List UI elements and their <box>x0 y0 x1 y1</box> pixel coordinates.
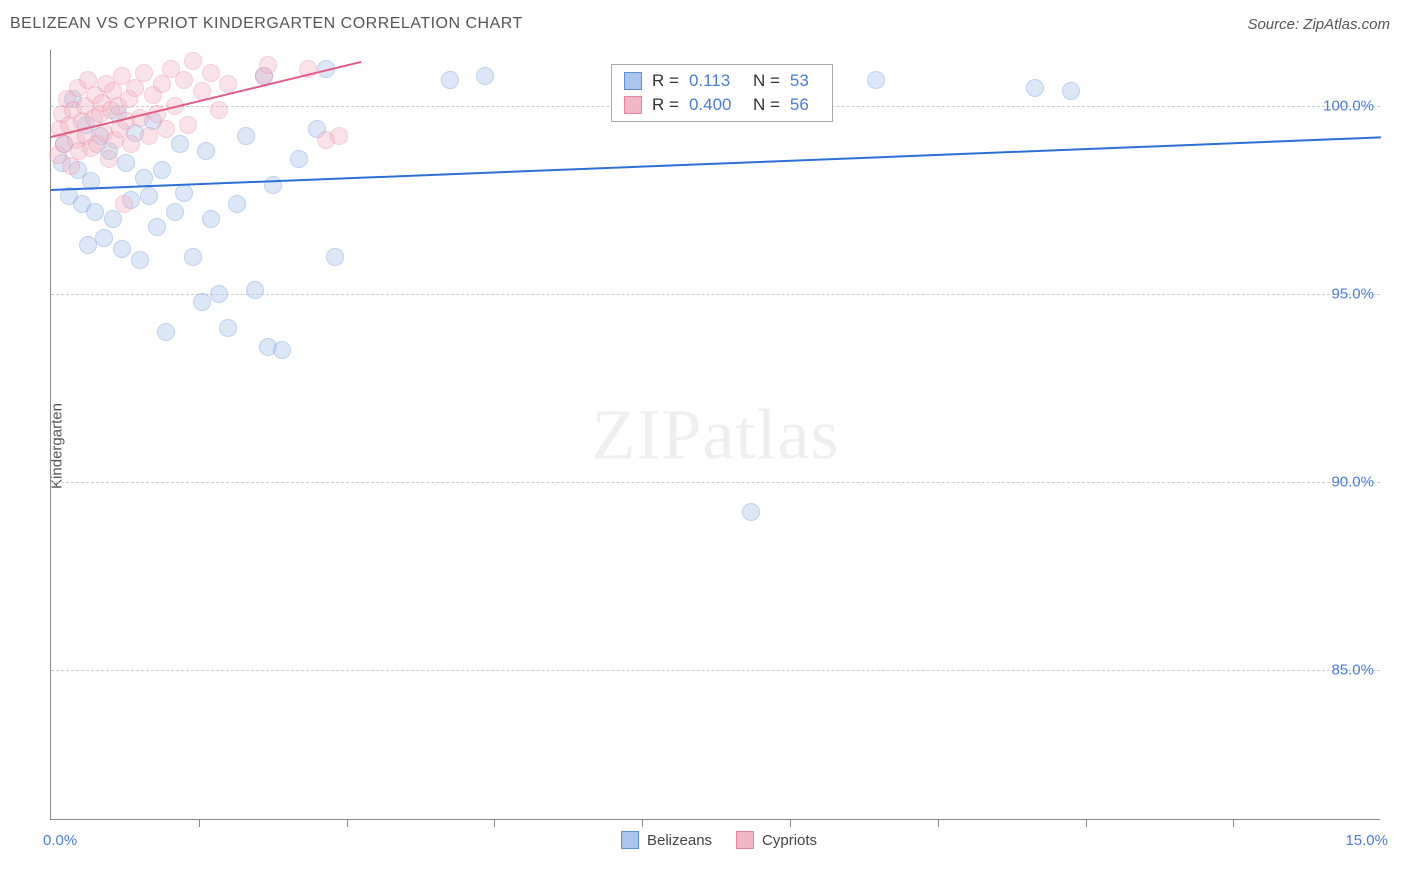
legend-label: Cypriots <box>762 832 817 849</box>
data-point <box>290 150 308 168</box>
data-point <box>219 75 237 93</box>
legend-item: Belizeans <box>621 831 712 849</box>
data-point <box>210 101 228 119</box>
x-label-min: 0.0% <box>43 832 77 849</box>
data-point <box>175 184 193 202</box>
stats-n-label: N = <box>753 95 780 115</box>
legend: Belizeans Cypriots <box>621 831 817 849</box>
stats-r-value: 0.400 <box>689 95 743 115</box>
stats-n-value: 53 <box>790 71 820 91</box>
data-point <box>148 218 166 236</box>
x-tick <box>642 819 643 827</box>
chart-title: BELIZEAN VS CYPRIOT KINDERGARTEN CORRELA… <box>10 15 523 33</box>
stats-n-label: N = <box>753 71 780 91</box>
data-point <box>219 319 237 337</box>
stats-box: R = 0.113 N = 53 R = 0.400 N = 56 <box>611 64 833 122</box>
data-point <box>246 281 264 299</box>
data-point <box>184 248 202 266</box>
data-point <box>157 120 175 138</box>
stats-r-label: R = <box>652 71 679 91</box>
gridline <box>51 670 1380 671</box>
x-tick <box>1233 819 1234 827</box>
x-tick <box>1086 819 1087 827</box>
x-tick <box>938 819 939 827</box>
data-point <box>171 135 189 153</box>
legend-item: Cypriots <box>736 831 817 849</box>
data-point <box>153 161 171 179</box>
stats-r-label: R = <box>652 95 679 115</box>
x-tick <box>347 819 348 827</box>
data-point <box>135 169 153 187</box>
series-swatch <box>624 96 642 114</box>
trend-line <box>51 136 1381 191</box>
data-point <box>441 71 459 89</box>
data-point <box>115 195 133 213</box>
data-point <box>1026 79 1044 97</box>
data-point <box>95 229 113 247</box>
data-point <box>210 285 228 303</box>
y-tick-label: 100.0% <box>1323 98 1374 115</box>
data-point <box>86 203 104 221</box>
x-label-max: 15.0% <box>1345 832 1388 849</box>
chart-header: BELIZEAN VS CYPRIOT KINDERGARTEN CORRELA… <box>0 0 1406 40</box>
data-point <box>140 187 158 205</box>
data-point <box>117 154 135 172</box>
data-point <box>1062 82 1080 100</box>
legend-swatch <box>621 831 639 849</box>
series-swatch <box>624 72 642 90</box>
plot-area: ZIPatlas 85.0%90.0%95.0%100.0%0.0%15.0%R… <box>50 50 1380 820</box>
data-point <box>157 323 175 341</box>
data-point <box>237 127 255 145</box>
data-point <box>202 210 220 228</box>
data-point <box>330 127 348 145</box>
data-point <box>264 176 282 194</box>
y-tick-label: 85.0% <box>1331 661 1374 678</box>
data-point <box>193 293 211 311</box>
x-tick <box>199 819 200 827</box>
watermark: ZIPatlas <box>592 393 840 476</box>
data-point <box>867 71 885 89</box>
data-point <box>113 240 131 258</box>
legend-label: Belizeans <box>647 832 712 849</box>
data-point <box>228 195 246 213</box>
data-point <box>100 150 118 168</box>
stats-row: R = 0.113 N = 53 <box>624 69 820 93</box>
y-tick-label: 90.0% <box>1331 473 1374 490</box>
stats-n-value: 56 <box>790 95 820 115</box>
data-point <box>104 210 122 228</box>
gridline <box>51 482 1380 483</box>
data-point <box>326 248 344 266</box>
legend-swatch <box>736 831 754 849</box>
data-point <box>131 251 149 269</box>
data-point <box>476 67 494 85</box>
chart-source: Source: ZipAtlas.com <box>1247 16 1390 33</box>
data-point <box>202 64 220 82</box>
data-point <box>166 203 184 221</box>
stats-row: R = 0.400 N = 56 <box>624 93 820 117</box>
data-point <box>742 503 760 521</box>
data-point <box>184 52 202 70</box>
data-point <box>273 341 291 359</box>
x-tick <box>494 819 495 827</box>
data-point <box>122 135 140 153</box>
data-point <box>259 56 277 74</box>
data-point <box>140 127 158 145</box>
x-tick <box>790 819 791 827</box>
stats-r-value: 0.113 <box>689 71 743 91</box>
data-point <box>197 142 215 160</box>
y-tick-label: 95.0% <box>1331 286 1374 303</box>
data-point <box>179 116 197 134</box>
data-point <box>135 64 153 82</box>
data-point <box>175 71 193 89</box>
